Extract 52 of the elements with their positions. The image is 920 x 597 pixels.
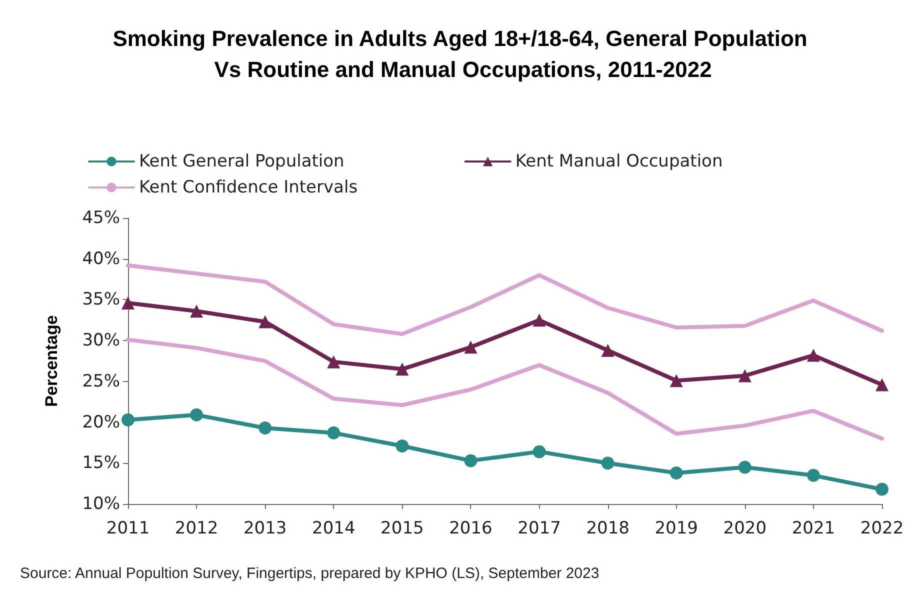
y-axis-title: Percentage <box>42 315 61 407</box>
y-tick-label: 15% <box>82 453 120 474</box>
point <box>670 374 683 388</box>
y-tick-label: 30% <box>82 330 120 351</box>
point <box>601 456 614 470</box>
chart-title: Smoking Prevalence in Adults Aged 18+/18-64, General Population Vs Routine and Manual Occupations, 2011-2022 <box>112 26 808 82</box>
point <box>532 314 546 327</box>
y-tick-label: 20% <box>82 412 120 432</box>
point <box>122 413 134 426</box>
point <box>396 439 409 452</box>
point <box>396 362 409 376</box>
legend-label: Kent General Population <box>139 152 344 172</box>
line-series <box>126 338 884 441</box>
point <box>806 468 820 482</box>
y-tick-label: 10% <box>82 494 120 514</box>
point <box>532 445 546 458</box>
line-series <box>126 263 884 336</box>
y-tick-label: 25% <box>82 371 120 392</box>
x-tick-label: 2020 <box>723 518 767 538</box>
point <box>327 355 340 368</box>
x-tick-label: 2015 <box>380 518 424 538</box>
point <box>258 422 272 434</box>
point <box>670 466 683 480</box>
y-tick-label: 45% <box>82 208 120 228</box>
source-note: Source: Annual Popultion Survey, Fingertips, prepared by KPHO (LS), September 2023 <box>20 565 600 582</box>
point <box>738 460 752 474</box>
y-tick-label: 35% <box>82 290 120 310</box>
point <box>601 344 614 357</box>
point <box>122 296 134 310</box>
legend-label: Kent Confidence Intervals <box>139 178 358 198</box>
point <box>190 408 204 422</box>
point <box>876 378 888 392</box>
point <box>327 426 340 440</box>
point <box>190 304 204 318</box>
point <box>738 369 752 382</box>
x-tick-label: 2018 <box>586 518 630 538</box>
y-tick-label: 40% <box>82 248 120 269</box>
x-tick-label: 2011 <box>106 518 150 538</box>
x-tick-label: 2019 <box>654 518 698 538</box>
point <box>464 454 478 468</box>
point <box>464 340 478 354</box>
x-tick-label: 2017 <box>518 518 561 538</box>
x-tick-label: 2013 <box>243 518 287 538</box>
point <box>806 348 820 362</box>
point <box>258 315 272 328</box>
legend-label: Kent Manual Occupation <box>515 152 723 172</box>
x-tick-label: 2021 <box>792 518 836 538</box>
x-tick-label: 2016 <box>449 518 492 538</box>
point <box>876 482 888 496</box>
x-tick-label: 2012 <box>174 518 218 538</box>
x-tick-label: 2022 <box>860 518 904 538</box>
x-tick-label: 2014 <box>312 518 356 538</box>
